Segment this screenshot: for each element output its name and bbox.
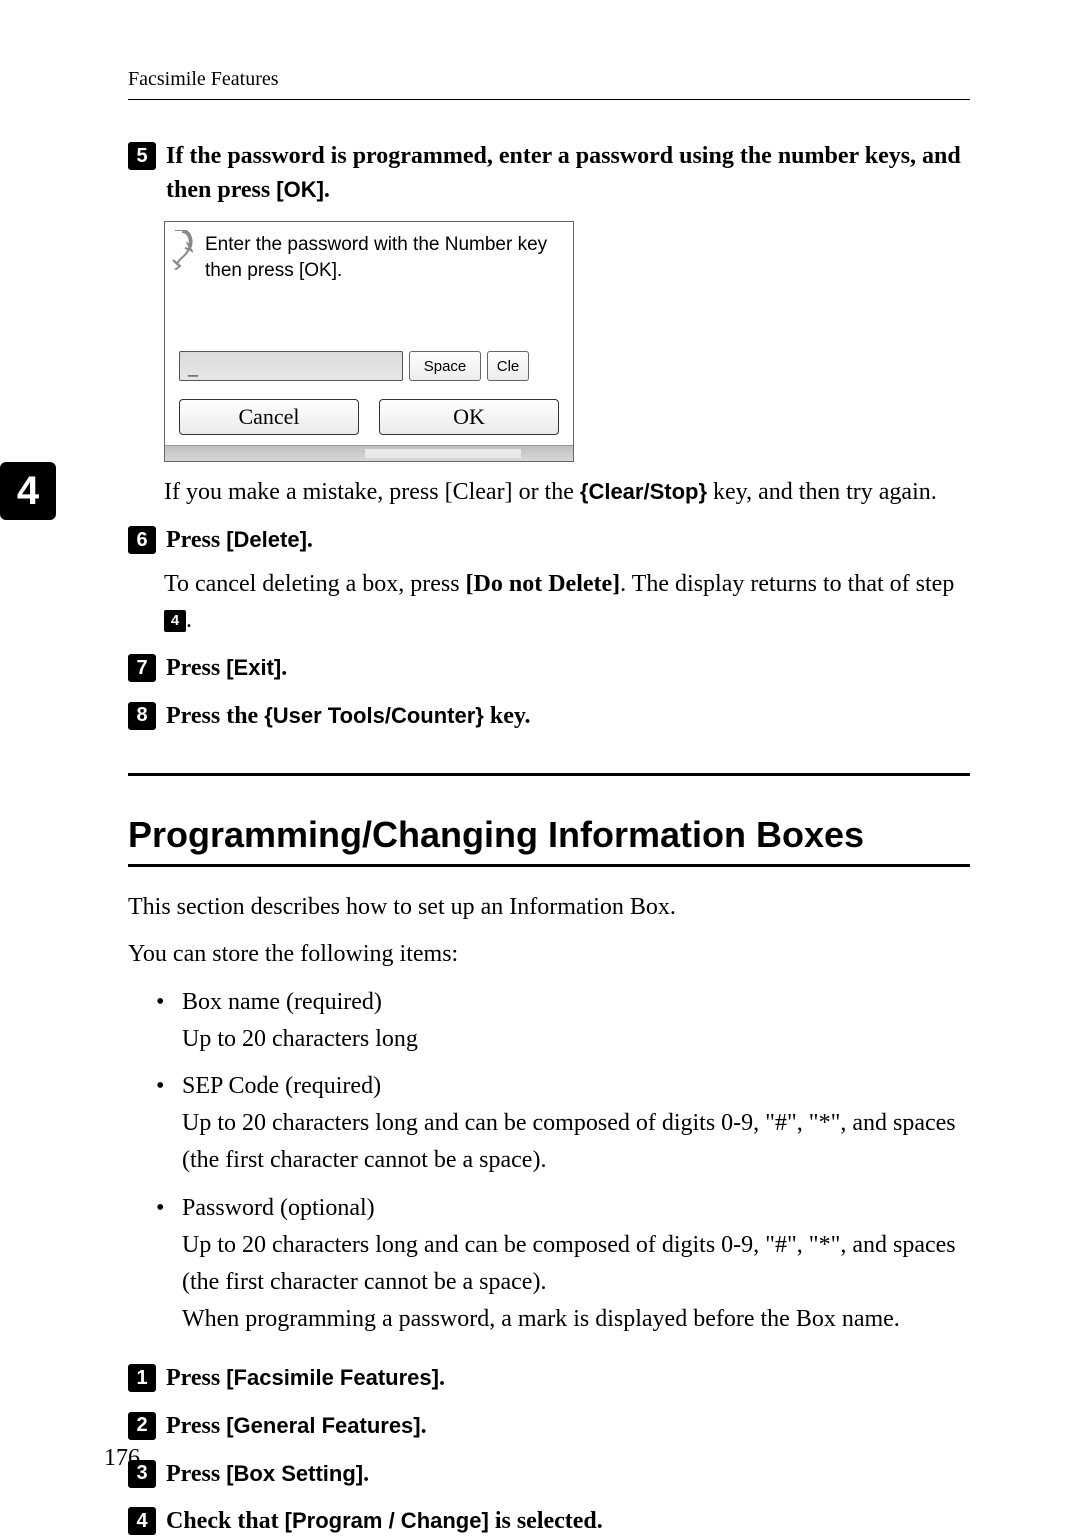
step-6-text: Press [Delete].: [166, 524, 313, 558]
section-rule-bottom: [128, 864, 970, 867]
space-button[interactable]: Space: [409, 351, 481, 381]
mistake-mid: or the: [513, 479, 580, 505]
b1-after: .: [439, 1365, 445, 1391]
step-5-text: If the password is programmed, enter a p…: [166, 140, 970, 207]
step-5-after: .: [324, 177, 330, 203]
do-not-delete-ui-label: [Do not Delete]: [466, 571, 621, 597]
ok-button[interactable]: OK: [379, 399, 559, 435]
step-b4: 4 Check that [Program / Change] is selec…: [128, 1505, 970, 1539]
section-intro-1: This section describes how to set up an …: [128, 889, 970, 926]
step-6-after: .: [307, 527, 313, 553]
bullet-2-line2: Up to 20 characters long and can be comp…: [182, 1110, 956, 1173]
step-b3: 3 Press [Box Setting].: [128, 1458, 970, 1492]
dialog-bottom-bar: [165, 445, 573, 461]
bullet-2-line1: SEP Code (required): [182, 1073, 381, 1099]
s6-body-before: To cancel deleting a box, press: [164, 571, 466, 597]
b2-after: .: [421, 1413, 427, 1439]
s7-after: .: [281, 655, 287, 681]
dialog-bottom-row: Cancel OK: [165, 391, 573, 445]
b4-before: Check that: [166, 1508, 285, 1534]
ok-ui-label: [OK]: [276, 177, 324, 202]
dialog-instruction: Enter the password with the Number key t…: [165, 222, 573, 283]
s6-body-tail: .: [186, 607, 192, 633]
step-number-icon: 7: [128, 654, 156, 682]
dialog-line2: then press [OK].: [205, 260, 342, 281]
section-rule-top: [128, 773, 970, 776]
s6-body-after: . The display returns to that of step: [620, 571, 954, 597]
bullet-1-line1: Box name (required): [182, 989, 382, 1015]
step-number-icon: 4: [128, 1507, 156, 1535]
step-8: 8 Press the {User Tools/Counter} key.: [128, 700, 970, 734]
clear-stop-key: Clear/Stop: [588, 479, 698, 504]
cancel-button[interactable]: Cancel: [179, 399, 359, 435]
step-7-text: Press [Exit].: [166, 652, 287, 686]
arrow-icon: [171, 230, 193, 270]
step-number-icon: 6: [128, 526, 156, 554]
bullet-sep-code: SEP Code (required) Up to 20 characters …: [154, 1068, 970, 1180]
general-features-ui-label: [General Features]: [226, 1413, 420, 1438]
key-open-8: {: [264, 703, 273, 728]
dialog-input-row: _ Space Cle: [165, 351, 573, 391]
page-number: 176: [104, 1445, 140, 1472]
running-head: Facsimile Features: [128, 68, 970, 91]
password-input[interactable]: _: [179, 351, 403, 381]
clear-button-cropped[interactable]: Cle: [487, 351, 529, 381]
step-6: 6 Press [Delete].: [128, 524, 970, 558]
page-root: Facsimile Features 4 5 If the password i…: [0, 0, 1080, 1526]
section-intro-2: You can store the following items:: [128, 936, 970, 973]
step-8-text: Press the {User Tools/Counter} key.: [166, 700, 531, 734]
program-change-ui-label: [Program / Change]: [285, 1508, 489, 1533]
step-b2: 2 Press [General Features].: [128, 1410, 970, 1444]
step-b1: 1 Press [Facsimile Features].: [128, 1362, 970, 1396]
dialog-line1: Enter the password with the Number key: [205, 234, 547, 255]
dialog-spacer: [165, 283, 573, 351]
s7-before: Press: [166, 655, 226, 681]
b3-before: Press: [166, 1461, 226, 1487]
b3-after: .: [363, 1461, 369, 1487]
step-b4-text: Check that [Program / Change] is selecte…: [166, 1505, 603, 1539]
bullet-3-line2: Up to 20 characters long and can be comp…: [182, 1232, 956, 1295]
bullet-list: Box name (required) Up to 20 characters …: [154, 984, 970, 1339]
password-dialog-screenshot: Enter the password with the Number key t…: [164, 221, 574, 462]
mistake-tail: key, and then try again.: [707, 479, 937, 505]
exit-ui-label: [Exit]: [226, 655, 281, 680]
bullet-1-line2: Up to 20 characters long: [182, 1026, 418, 1052]
b4-after: is selected.: [489, 1508, 603, 1534]
step-number-icon: 8: [128, 702, 156, 730]
bullet-3-line1: Password (optional): [182, 1195, 375, 1221]
step-number-icon: 2: [128, 1412, 156, 1440]
clear-ui-label: [Clear]: [445, 479, 513, 505]
step-ref-4-icon: 4: [164, 610, 186, 632]
user-tools-counter-key: User Tools/Counter: [273, 703, 476, 728]
delete-ui-label: [Delete]: [226, 527, 307, 552]
step-b2-text: Press [General Features].: [166, 1410, 427, 1444]
top-rule: [128, 99, 970, 100]
s8-after: key.: [484, 703, 531, 729]
key-close-8: }: [475, 703, 484, 728]
s8-before: Press the: [166, 703, 264, 729]
step-number-icon: 1: [128, 1364, 156, 1392]
b2-before: Press: [166, 1413, 226, 1439]
key-close: }: [698, 479, 707, 504]
mistake-note: If you make a mistake, press [Clear] or …: [164, 474, 970, 510]
bullet-box-name: Box name (required) Up to 20 characters …: [154, 984, 970, 1058]
step-6-body: To cancel deleting a box, press [Do not …: [164, 566, 970, 638]
bullet-3-line3: When programming a password, a mark is d…: [182, 1306, 900, 1332]
mistake-before: If you make a mistake, press: [164, 479, 445, 505]
step-5: 5 If the password is programmed, enter a…: [128, 140, 970, 207]
step-b3-text: Press [Box Setting].: [166, 1458, 369, 1492]
step-b1-text: Press [Facsimile Features].: [166, 1362, 445, 1396]
section-title: Programming/Changing Information Boxes: [128, 814, 970, 856]
step-number-icon: 5: [128, 142, 156, 170]
step-6-before: Press: [166, 527, 226, 553]
bullet-password: Password (optional) Up to 20 characters …: [154, 1190, 970, 1339]
box-setting-ui-label: [Box Setting]: [226, 1461, 363, 1486]
chapter-tab-badge: 4: [0, 462, 56, 520]
facsimile-features-ui-label: [Facsimile Features]: [226, 1365, 439, 1390]
step-7: 7 Press [Exit].: [128, 652, 970, 686]
b1-before: Press: [166, 1365, 226, 1391]
